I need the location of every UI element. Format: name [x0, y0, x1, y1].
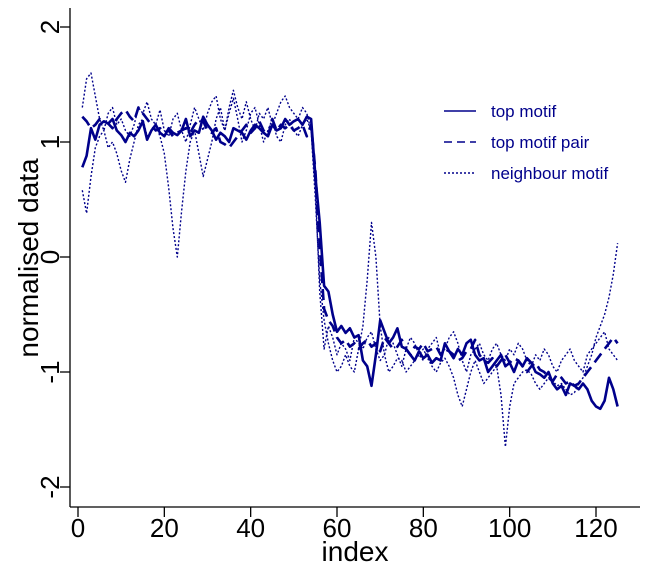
y-tick-label-2: 0 — [35, 250, 65, 264]
x-tick-label-4: 80 — [409, 513, 438, 543]
legend: top motif top motif pair neighbour motif — [444, 102, 608, 183]
x-tick-label-1: 20 — [150, 513, 179, 543]
ticks: 0 20 40 60 80 100 120 -2 -1 0 1 2 — [35, 20, 618, 543]
x-tick-label-6: 120 — [574, 513, 617, 543]
legend-label-0: top motif — [491, 102, 556, 121]
x-tick-label-2: 40 — [236, 513, 265, 543]
x-tick-label-3: 60 — [323, 513, 352, 543]
y-tick-label-1: -1 — [35, 360, 65, 383]
series-line-0 — [81, 115, 619, 411]
series-line-2 — [81, 97, 619, 448]
x-axis-title: index — [322, 536, 389, 567]
x-tick-label-5: 100 — [488, 513, 531, 543]
y-axis-title: normalised data — [13, 158, 44, 358]
y-tick-label-3: 1 — [35, 135, 65, 149]
series-group — [81, 72, 619, 448]
y-tick-label-0: -2 — [35, 475, 65, 498]
y-tick-label-4: 2 — [35, 20, 65, 34]
legend-label-1: top motif pair — [491, 133, 590, 152]
legend-label-2: neighbour motif — [491, 164, 608, 183]
x-tick-label-0: 0 — [71, 513, 85, 543]
axes — [69, 8, 640, 508]
series-line-1 — [81, 106, 619, 388]
series-line-3 — [81, 72, 619, 373]
